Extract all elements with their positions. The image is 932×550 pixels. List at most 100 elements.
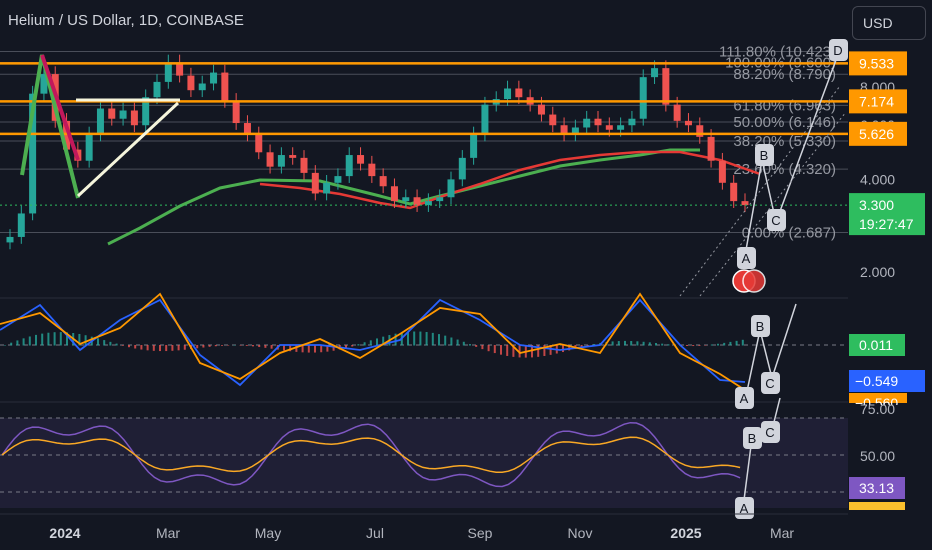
macd-histogram-bar xyxy=(648,342,651,346)
candle-body xyxy=(458,157,466,180)
candle-body xyxy=(402,197,410,202)
macd-histogram-bar xyxy=(363,342,366,346)
macd-histogram-bar xyxy=(345,345,347,349)
candle-body xyxy=(323,182,331,194)
macd-histogram-bar xyxy=(245,345,248,346)
fib-level-label: 88.20% (8.790) xyxy=(733,66,836,83)
macd-histogram-bar xyxy=(221,345,223,346)
candle-body xyxy=(85,134,93,161)
macd-histogram-bar xyxy=(481,345,484,350)
macd-histogram-bar xyxy=(450,337,453,346)
candle-body xyxy=(617,125,625,130)
level-badge-label: 5.626 xyxy=(859,126,894,142)
candle-body xyxy=(232,100,240,124)
fib-level-label: 38.20% (5.330) xyxy=(733,133,836,150)
candle-body xyxy=(537,104,545,115)
macd-histogram-bar xyxy=(103,340,106,346)
macd-histogram-bar xyxy=(741,339,744,346)
time-axis-tick: Mar xyxy=(770,525,794,541)
macd-histogram-bar xyxy=(543,345,546,356)
macd-histogram-bar xyxy=(320,345,323,353)
candle-body xyxy=(390,186,398,202)
chart-title: Helium / US Dollar, 1D, COINBASE xyxy=(8,12,244,29)
macd-histogram-bar xyxy=(376,338,378,346)
candle-body xyxy=(164,62,172,82)
macd-histogram-bar xyxy=(35,334,37,346)
wave-label-a-label: A xyxy=(742,251,751,266)
macd-histogram-bar xyxy=(661,343,664,346)
candle-body xyxy=(300,157,308,173)
candle-body xyxy=(684,120,692,126)
event-flag-icon[interactable] xyxy=(742,269,766,293)
fib-level-label: 50.00% (6.146) xyxy=(733,114,836,131)
macd-histogram-bar xyxy=(152,345,155,351)
macd-histogram-bar xyxy=(735,340,738,346)
candle-body xyxy=(730,182,738,202)
macd-histogram-bar xyxy=(407,331,409,346)
macd-histogram-bar xyxy=(512,345,515,357)
macd-histogram-bar xyxy=(264,345,267,348)
macd-histogram-bar xyxy=(10,342,13,346)
candle-body xyxy=(662,68,670,105)
macd-line xyxy=(0,298,746,387)
macd-histogram-bar xyxy=(686,345,688,346)
macd-histogram-bar xyxy=(723,342,726,346)
macd-histogram-bar xyxy=(586,345,589,346)
macd-signal-line xyxy=(0,292,746,391)
macd-histogram-bar xyxy=(295,345,298,352)
macd-histogram-bar xyxy=(16,340,19,346)
macd-histogram-bar xyxy=(636,341,639,346)
rsi-value-badge xyxy=(849,477,905,499)
wave-label-b-label: B xyxy=(760,148,769,163)
macd-histogram-bar xyxy=(351,345,354,347)
candle-body xyxy=(187,75,195,91)
macd-histogram-bar xyxy=(580,345,583,348)
macd-histogram-bar xyxy=(59,332,62,346)
macd-histogram-bar xyxy=(307,345,310,353)
candle-body xyxy=(424,201,432,206)
macd-histogram-bar xyxy=(562,345,564,353)
macd-wave-a-label: A xyxy=(740,391,749,406)
macd-histogram-bar xyxy=(568,345,571,351)
rsi-line xyxy=(1,421,741,488)
macd-histogram-bar xyxy=(425,332,428,346)
last-price-label: 3.300 xyxy=(859,197,894,213)
macd-histogram-bar xyxy=(537,345,540,357)
red-moving-average xyxy=(259,150,761,210)
macd-histogram-bar xyxy=(717,343,719,346)
macd-histogram-bar xyxy=(165,345,168,352)
candle-body xyxy=(605,125,613,130)
macd-histogram-bar xyxy=(704,345,707,346)
candle-body xyxy=(130,110,138,126)
macd-histogram-bar xyxy=(258,345,261,348)
signal-value-badge xyxy=(849,370,925,392)
macd-histogram-bar xyxy=(475,345,478,347)
macd-histogram-bar xyxy=(710,344,713,346)
candle-body xyxy=(571,127,579,135)
macd-histogram-bar xyxy=(500,345,502,355)
macd-wave-a xyxy=(735,387,754,409)
macd-histogram-bar xyxy=(289,345,292,352)
wave-label-d-label: D xyxy=(833,43,842,58)
macd-histogram-bar xyxy=(369,340,372,346)
candle-body xyxy=(243,123,251,135)
macd-histogram-bar xyxy=(382,336,385,346)
macd-histogram-bar xyxy=(202,345,205,348)
candle-body xyxy=(718,160,726,183)
rsi-axis-tick: 50.00 xyxy=(860,448,895,464)
candle-body xyxy=(651,68,659,78)
macd-histogram-bar xyxy=(667,344,670,346)
candle-body xyxy=(413,197,421,206)
macd-histogram-bar xyxy=(183,345,186,350)
candle-body xyxy=(221,72,229,101)
time-axis-tick: Sep xyxy=(468,525,493,541)
currency-selector[interactable]: USD xyxy=(852,6,926,40)
candle-body xyxy=(594,118,602,126)
macd-histogram-bar xyxy=(109,341,112,346)
macd-histogram-bar xyxy=(47,332,50,346)
projection-path xyxy=(745,59,837,251)
candle-body xyxy=(481,104,489,135)
macd-histogram-bar xyxy=(97,338,99,346)
macd-histogram-bar xyxy=(655,342,657,346)
